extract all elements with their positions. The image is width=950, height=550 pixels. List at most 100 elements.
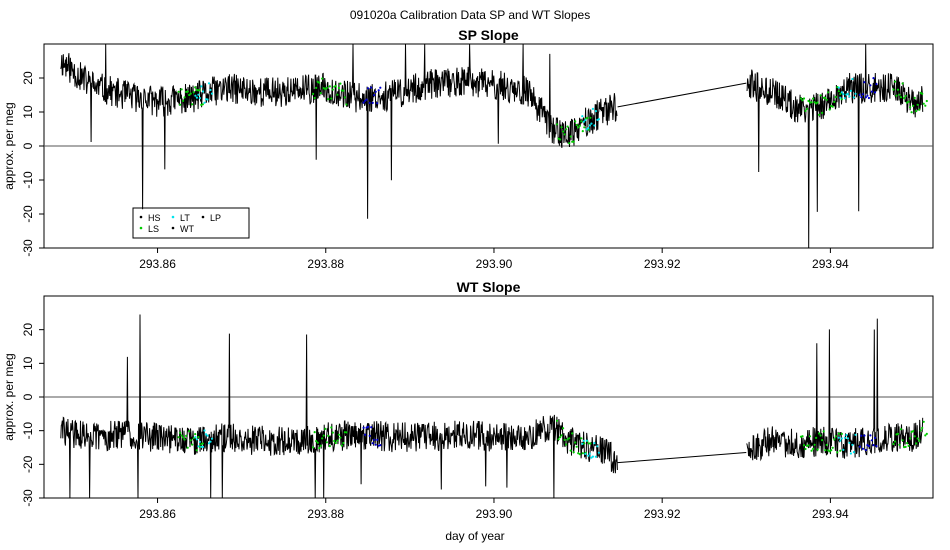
wt-ls-point xyxy=(177,436,180,439)
sp-ls-point xyxy=(186,90,189,93)
sp-lt-point xyxy=(585,128,588,131)
wt-lt-point xyxy=(848,441,851,444)
wt-ls-point xyxy=(319,444,322,447)
wt-ls-point xyxy=(906,442,909,445)
sp-ls-point xyxy=(833,100,836,103)
sp-ls-point xyxy=(825,98,828,101)
sp-ls-point xyxy=(345,103,348,106)
sp-lt-point xyxy=(581,115,584,118)
wt-ytick-label: -10 xyxy=(21,422,35,440)
sp-ls-point xyxy=(559,138,562,141)
sp-lt-point xyxy=(195,96,198,99)
wt-ls-point xyxy=(313,431,316,434)
sp-lp-point xyxy=(864,96,868,99)
wt-lt-point xyxy=(585,439,588,442)
wt-ls-point xyxy=(825,443,828,446)
wt-ls-point xyxy=(815,436,818,439)
wt-ls-point xyxy=(185,434,188,437)
sp-ls-point xyxy=(318,81,321,84)
sp-ls-point xyxy=(342,89,345,92)
sp-ls-point xyxy=(330,97,333,100)
sp-lt-point xyxy=(843,97,847,100)
wt-ls-point xyxy=(804,447,807,451)
wt-lp-point xyxy=(869,434,872,437)
sp-ls-point xyxy=(918,108,921,111)
sp-lt-point xyxy=(207,82,211,85)
wt-ls-point xyxy=(559,436,562,439)
sp-ls-point xyxy=(915,110,918,113)
sp-xtick-label: 293.94 xyxy=(812,257,849,271)
sp-ls-point xyxy=(837,90,840,93)
sp-ls-point xyxy=(578,124,581,127)
wt-ls-point xyxy=(807,444,810,447)
wt-ls-point xyxy=(907,444,910,447)
sp-ls-point xyxy=(568,142,571,145)
sp-lp-point xyxy=(860,96,863,99)
wt-lt-point xyxy=(840,437,843,440)
wt-lt-point xyxy=(584,452,587,455)
sp-lt-point xyxy=(201,90,205,93)
wt-lt-point xyxy=(845,433,848,437)
wt-ls-point xyxy=(836,451,839,454)
sp-lt-point xyxy=(848,95,851,98)
wt-lt-point xyxy=(207,442,211,445)
sp-ls-point xyxy=(824,96,827,99)
legend-marker-hs xyxy=(139,215,143,219)
sp-lt-point xyxy=(198,97,201,100)
sp-lp-point xyxy=(875,83,878,86)
sp-ytick-label: -20 xyxy=(21,205,35,223)
wt-ls-point xyxy=(555,419,559,422)
sp-ls-point xyxy=(569,135,572,138)
sp-lp-point xyxy=(873,91,877,94)
wt-lp-point xyxy=(860,434,863,437)
sp-ls-point xyxy=(328,85,331,88)
wt-ls-point xyxy=(189,439,192,442)
sp-lt-point xyxy=(203,101,206,104)
sp-ls-point xyxy=(182,99,185,102)
sp-lt-point xyxy=(852,96,856,99)
sp-ls-point xyxy=(892,88,895,91)
sp-ls-point xyxy=(899,96,903,99)
legend-label-ls: LS xyxy=(148,224,159,234)
sp-ls-point xyxy=(177,90,180,93)
sp-lt-point xyxy=(584,119,587,122)
wt-ls-point xyxy=(924,434,927,437)
wt-ls-point xyxy=(566,438,569,441)
sp-ls-point xyxy=(191,103,194,106)
sp-slope-line xyxy=(60,44,618,219)
wt-lp-point xyxy=(373,438,376,441)
legend-label-lp: LP xyxy=(210,213,221,223)
wt-ls-point xyxy=(840,432,843,435)
sp-ls-point xyxy=(827,91,830,94)
wt-ls-point xyxy=(334,441,337,445)
sp-lt-point xyxy=(849,89,853,92)
wt-lt-point xyxy=(843,436,847,439)
sp-ls-point xyxy=(587,128,590,131)
wt-ls-point xyxy=(822,430,825,433)
x-axis-label: day of year xyxy=(445,529,504,543)
wt-ls-point xyxy=(562,427,565,430)
sp-ytick-label: -30 xyxy=(21,239,35,257)
sp-lt-point xyxy=(582,120,585,123)
sp-ls-point xyxy=(586,116,589,119)
wt-ls-point xyxy=(195,449,198,452)
sp-ls-point xyxy=(895,94,898,97)
wt-ls-point xyxy=(179,431,182,434)
sp-ls-point xyxy=(913,96,916,99)
sp-ls-point xyxy=(898,93,901,96)
wt-lp-point xyxy=(376,438,379,441)
wt-lt-point xyxy=(201,445,205,448)
sp-ls-point xyxy=(325,86,328,89)
wt-ls-point xyxy=(921,426,924,430)
wt-ls-point xyxy=(574,441,577,444)
sp-lp-point xyxy=(373,94,376,97)
wt-ls-point xyxy=(587,442,590,445)
sp-ls-point xyxy=(566,125,569,128)
wt-lt-point xyxy=(851,443,854,446)
sp-slope-title: SP Slope xyxy=(458,27,519,43)
wt-ytick-label: -20 xyxy=(21,455,35,473)
wt-lt-point xyxy=(594,455,598,458)
sp-lt-point xyxy=(200,85,203,88)
wt-ls-point xyxy=(925,432,928,435)
